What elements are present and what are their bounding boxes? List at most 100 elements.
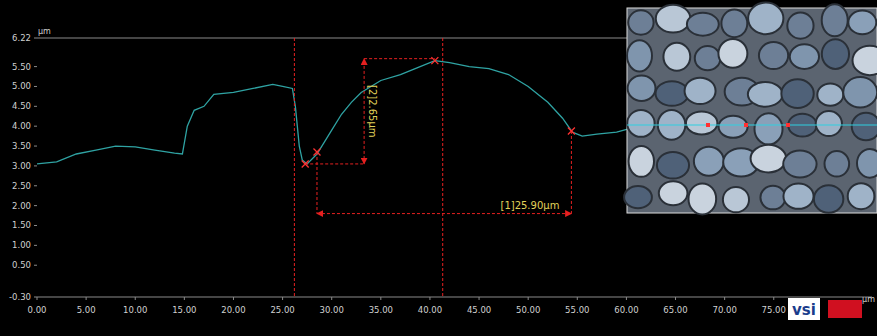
logo-mark [828, 300, 862, 318]
x-tick-label: 10.00 [123, 305, 147, 315]
grain [657, 152, 689, 179]
x-tick [233, 297, 234, 300]
x-tick-label: 50.00 [516, 305, 540, 315]
x-tick [429, 297, 430, 300]
x-tick-label: 0.00 [28, 305, 47, 315]
logo-box [788, 298, 820, 320]
y-tick-label: 5.00 [12, 81, 31, 91]
grain [748, 82, 783, 107]
x-tick-label: 45.00 [467, 305, 491, 315]
y-tick [34, 38, 37, 39]
x-tick-label: 70.00 [712, 305, 736, 315]
grain [751, 145, 787, 173]
y-tick [34, 66, 37, 67]
grain [848, 11, 876, 35]
y-tick-label: 6.22 [12, 33, 31, 43]
x-axis-label: μm [862, 295, 875, 304]
x-tick [331, 297, 332, 300]
x-tick-label: 30.00 [320, 305, 344, 315]
grain [688, 183, 716, 214]
y-tick [34, 106, 37, 107]
y-tick-label: -0.30 [9, 292, 31, 302]
grain [686, 112, 717, 135]
grain [822, 39, 849, 69]
grain [843, 77, 877, 107]
measure-arrow [364, 59, 365, 164]
x-tick-label: 35.00 [369, 305, 393, 315]
inset-marker [744, 123, 748, 127]
grain [781, 79, 813, 108]
y-tick-label: 0.50 [12, 260, 31, 270]
logo-text: vsi [792, 301, 816, 319]
chart: -0.300.501.001.502.002.503.003.504.004.5… [0, 0, 877, 336]
x-tick [479, 297, 480, 300]
grain [787, 13, 813, 39]
y-tick [34, 225, 37, 226]
inset-frame [627, 8, 877, 213]
grain [687, 13, 719, 36]
y-tick [34, 245, 37, 246]
guide [571, 131, 572, 214]
guide [316, 152, 317, 214]
measure-arrow [317, 213, 571, 214]
grain [663, 43, 690, 71]
grain [721, 10, 747, 38]
x-tick [184, 297, 185, 300]
x-tick [724, 297, 725, 300]
grain [759, 42, 788, 69]
y-tick [34, 185, 37, 186]
y-tick [34, 205, 37, 206]
grain [718, 39, 747, 68]
grain [790, 44, 819, 69]
y-tick-label: 3.00 [12, 161, 31, 171]
grain [656, 81, 689, 106]
measure-label: [1]25.90μm [500, 200, 559, 211]
grain [816, 111, 842, 136]
grain [685, 78, 716, 104]
y-tick [34, 146, 37, 147]
y-tick-label: 3.50 [12, 141, 31, 151]
guide [305, 163, 364, 164]
frame-bottom [37, 297, 872, 298]
grain [852, 113, 877, 140]
x-tick [773, 297, 774, 300]
grain [857, 149, 877, 178]
y-tick-label: 4.50 [12, 101, 31, 111]
grain [754, 113, 782, 144]
x-tick [577, 297, 578, 300]
grain [628, 75, 656, 101]
x-tick [380, 297, 381, 300]
y-tick-label: 2.00 [12, 201, 31, 211]
y-tick [34, 265, 37, 266]
x-tick [86, 297, 87, 300]
x-tick-label: 15.00 [172, 305, 196, 315]
point-marker [568, 127, 575, 134]
grain [694, 147, 724, 176]
y-tick [34, 165, 37, 166]
x-tick [37, 297, 38, 300]
point-marker [302, 160, 309, 167]
grain [627, 110, 654, 137]
grain [760, 186, 785, 210]
y-tick-label: 1.00 [12, 240, 31, 250]
grain [783, 150, 816, 177]
y-tick [34, 86, 37, 87]
point-marker [313, 149, 320, 156]
grain [695, 46, 721, 70]
inset-image [624, 3, 877, 215]
x-tick [282, 297, 283, 300]
y-tick-label: 1.50 [12, 220, 31, 230]
grain [719, 116, 748, 138]
cursor [294, 38, 295, 297]
inset-profile-line [627, 124, 877, 125]
measure-label: [2]2.65μm [367, 85, 378, 138]
grain [848, 183, 875, 209]
x-tick [528, 297, 529, 300]
cursor [442, 38, 443, 297]
grain [628, 10, 653, 34]
inset-marker [706, 123, 710, 127]
x-tick-label: 75.00 [762, 305, 786, 315]
background [0, 0, 877, 336]
profile-line [37, 61, 631, 164]
y-tick-label: 2.50 [12, 181, 31, 191]
